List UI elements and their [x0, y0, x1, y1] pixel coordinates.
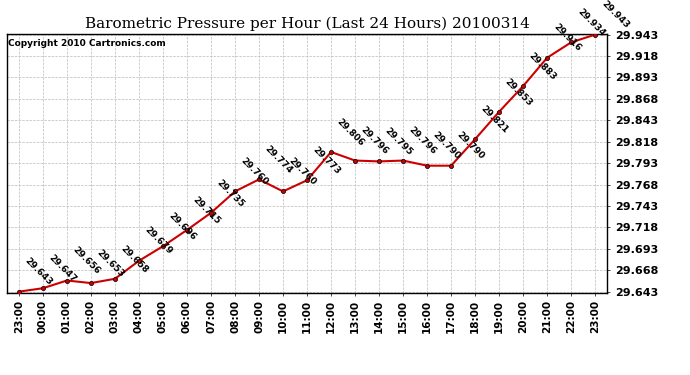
Text: 29.735: 29.735	[215, 178, 246, 209]
Text: 29.774: 29.774	[263, 144, 295, 175]
Text: Copyright 2010 Cartronics.com: Copyright 2010 Cartronics.com	[8, 39, 166, 48]
Text: 29.806: 29.806	[335, 117, 366, 148]
Text: 29.653: 29.653	[95, 248, 126, 279]
Text: 29.696: 29.696	[167, 211, 198, 242]
Text: 29.883: 29.883	[527, 51, 558, 82]
Text: 29.679: 29.679	[143, 225, 175, 256]
Text: 29.796: 29.796	[359, 125, 391, 156]
Text: 29.760: 29.760	[287, 156, 318, 187]
Text: 29.795: 29.795	[383, 126, 415, 157]
Text: 29.934: 29.934	[575, 7, 607, 38]
Text: 29.790: 29.790	[455, 130, 486, 162]
Text: 29.943: 29.943	[600, 0, 631, 30]
Text: 29.715: 29.715	[191, 195, 222, 226]
Text: 29.916: 29.916	[551, 22, 582, 54]
Title: Barometric Pressure per Hour (Last 24 Hours) 20100314: Barometric Pressure per Hour (Last 24 Ho…	[85, 17, 529, 31]
Text: 29.853: 29.853	[503, 76, 534, 108]
Text: 29.658: 29.658	[119, 244, 150, 274]
Text: 29.790: 29.790	[431, 130, 462, 162]
Text: 29.656: 29.656	[71, 245, 102, 276]
Text: 29.643: 29.643	[23, 256, 54, 288]
Text: 29.647: 29.647	[47, 253, 78, 284]
Text: 29.796: 29.796	[407, 125, 438, 156]
Text: 29.760: 29.760	[239, 156, 270, 187]
Text: 29.821: 29.821	[480, 104, 510, 135]
Text: 29.773: 29.773	[311, 145, 342, 176]
